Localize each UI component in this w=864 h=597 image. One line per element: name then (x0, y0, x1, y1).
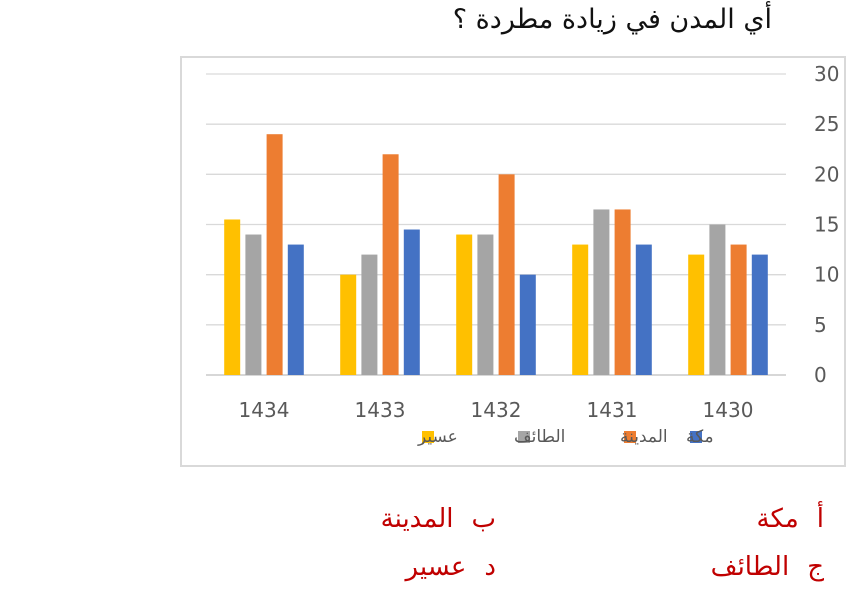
option-a-letter: أ (816, 504, 824, 534)
chart-frame: 0 5 10 15 20 25 30 1430 1431 1432 1433 1434 مكة المد… (180, 56, 846, 467)
bar-1434-1 (266, 134, 283, 375)
y-tick-label: 0 (814, 363, 827, 387)
y-tick-label: 25 (814, 112, 839, 136)
bar-1433-2 (361, 254, 378, 375)
bar-1434-2 (245, 234, 262, 375)
bar-1433-0 (403, 229, 420, 375)
bar-1434-0 (287, 244, 304, 375)
option-b-letter: ب (471, 504, 496, 534)
option-c[interactable]: ج الطائف (711, 552, 824, 582)
legend-label-3: عسير (417, 427, 458, 447)
legend-swatch-0 (690, 431, 702, 443)
y-tick-label: 20 (814, 162, 839, 186)
option-a[interactable]: أ مكة (757, 504, 824, 534)
bar-1430-0 (751, 254, 768, 375)
option-b[interactable]: ب المدينة (381, 504, 496, 534)
bar-1431-3 (572, 244, 589, 375)
x-tick-label: 1431 (587, 398, 638, 422)
x-tick-label: 1432 (471, 398, 522, 422)
bar-1431-2 (593, 209, 610, 375)
bar-chart: 0 5 10 15 20 25 30 1430 1431 1432 1433 1434 مكة المد… (206, 62, 839, 447)
option-a-text: مكة (756, 504, 799, 534)
option-d[interactable]: د عسير (406, 552, 496, 582)
bar-1430-2 (709, 224, 726, 375)
option-c-text: الطائف (710, 552, 790, 582)
x-tick-label: 1434 (239, 398, 290, 422)
bar-1432-0 (519, 274, 536, 375)
y-tick-label: 30 (814, 62, 839, 86)
bar-1432-2 (477, 234, 494, 375)
legend-label-2: الطائف (514, 427, 565, 447)
option-c-letter: ج (807, 552, 824, 582)
y-tick-label: 10 (814, 263, 839, 287)
bar-1430-3 (688, 254, 705, 375)
bar-1434-3 (224, 219, 241, 375)
x-tick-label: 1433 (355, 398, 406, 422)
bar-1433-1 (382, 154, 399, 375)
x-tick-label: 1430 (703, 398, 754, 422)
y-tick-label: 15 (814, 213, 839, 237)
option-b-text: المدينة (380, 504, 454, 534)
legend-label-1: المدينة (620, 427, 668, 447)
legend-swatch-1 (624, 431, 636, 443)
bar-1430-1 (730, 244, 747, 375)
legend-label-0: مكة (686, 427, 714, 447)
option-d-letter: د (484, 552, 496, 582)
bar-1433-3 (340, 274, 357, 375)
option-d-text: عسير (405, 552, 467, 582)
bar-1432-3 (456, 234, 473, 375)
bar-1432-1 (498, 174, 515, 375)
legend-swatch-2 (518, 431, 530, 443)
question-title: أي المدن في زيادة مطردة ؟ (452, 4, 772, 35)
bar-1431-1 (614, 209, 631, 375)
bar-1431-0 (635, 244, 652, 375)
y-tick-label: 5 (814, 313, 827, 337)
legend-swatch-3 (422, 431, 434, 443)
